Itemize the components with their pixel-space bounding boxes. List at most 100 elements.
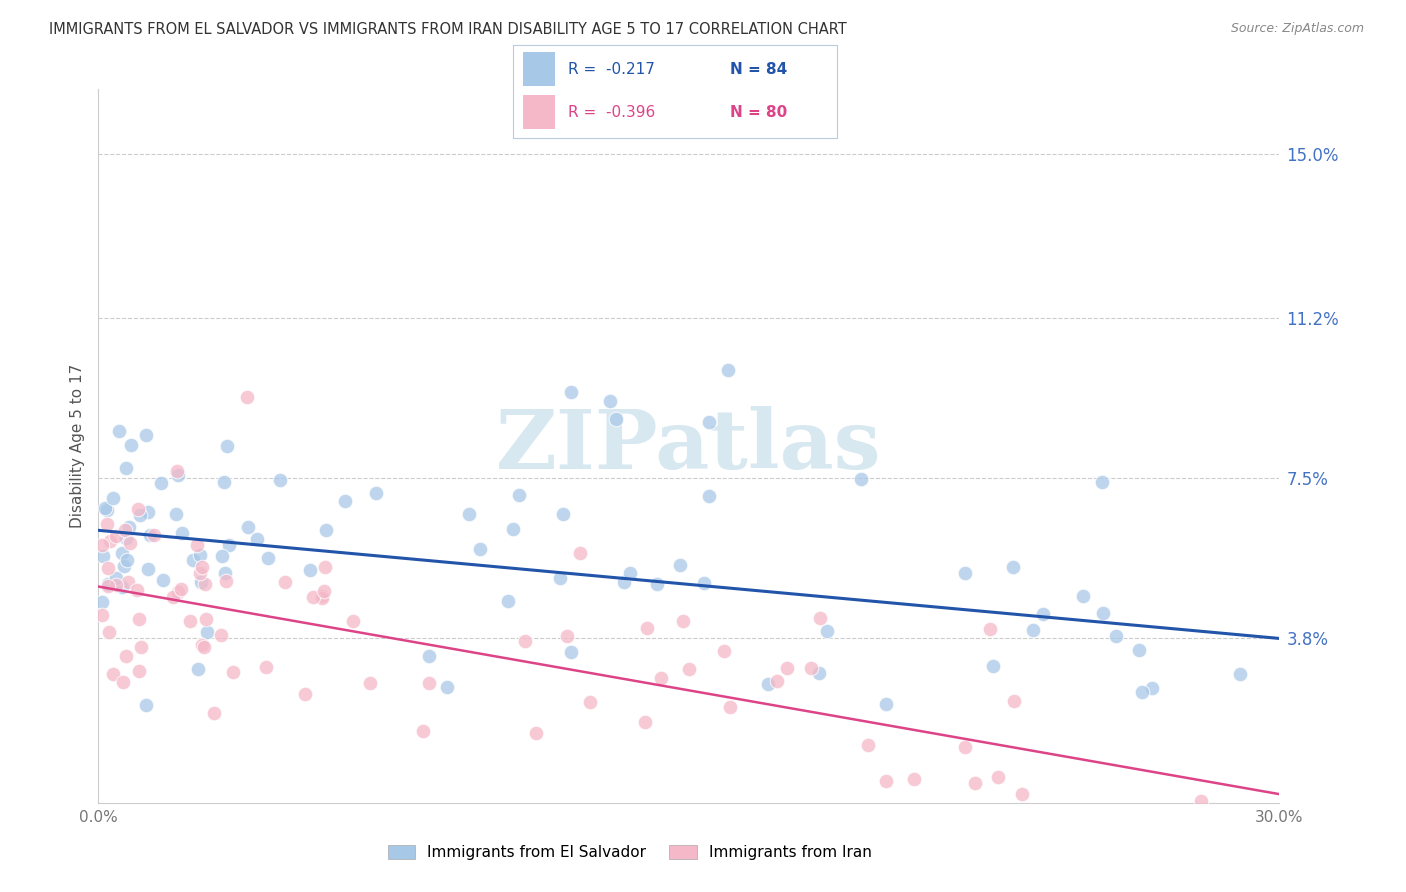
Point	[496, 594, 519, 608]
Point	[139, 528, 162, 542]
Point	[713, 644, 735, 658]
Point	[299, 562, 322, 576]
Point	[1091, 606, 1114, 620]
Point	[115, 460, 138, 475]
Point	[202, 706, 225, 720]
Point	[101, 491, 124, 506]
Point	[167, 467, 190, 482]
Point	[551, 508, 574, 522]
Point	[981, 659, 1004, 673]
Point	[129, 640, 152, 654]
Point	[678, 662, 700, 676]
Point	[965, 775, 987, 789]
Point	[179, 614, 201, 628]
Point	[257, 551, 280, 566]
Point	[188, 548, 211, 562]
Point	[96, 502, 118, 516]
Point	[548, 571, 571, 585]
Point	[97, 561, 120, 575]
Point	[118, 536, 141, 550]
Point	[222, 665, 245, 679]
Point	[1105, 629, 1128, 643]
Point	[418, 676, 440, 690]
Point	[560, 384, 582, 399]
Point	[138, 562, 160, 576]
Point	[311, 589, 333, 603]
Point	[96, 517, 118, 532]
Point	[1130, 685, 1153, 699]
Point	[104, 529, 127, 543]
Point	[418, 649, 440, 664]
Point	[112, 559, 135, 574]
Point	[91, 607, 114, 622]
Point	[217, 440, 239, 454]
Point	[170, 582, 193, 597]
Point	[254, 659, 277, 673]
Legend: Immigrants from El Salvador, Immigrants from Iran: Immigrants from El Salvador, Immigrants …	[381, 839, 879, 866]
Point	[605, 412, 627, 426]
Point	[127, 501, 149, 516]
Point	[115, 553, 138, 567]
Point	[903, 772, 925, 786]
Text: ZIPatlas: ZIPatlas	[496, 406, 882, 486]
Point	[187, 662, 209, 676]
Point	[693, 576, 716, 591]
Point	[1032, 817, 1054, 831]
Point	[273, 575, 295, 590]
Text: R =  -0.396: R = -0.396	[568, 105, 655, 120]
Point	[193, 640, 215, 654]
Point	[314, 559, 336, 574]
Point	[436, 681, 458, 695]
Point	[599, 393, 621, 408]
Point	[269, 474, 291, 488]
Point	[555, 629, 578, 643]
Point	[91, 595, 114, 609]
FancyBboxPatch shape	[523, 52, 555, 86]
Point	[697, 489, 720, 503]
Point	[765, 674, 787, 689]
Point	[104, 578, 127, 592]
Point	[858, 738, 880, 752]
Point	[875, 774, 897, 789]
Text: N = 80: N = 80	[730, 105, 787, 120]
Point	[194, 577, 217, 591]
Point	[166, 464, 188, 478]
Point	[808, 611, 831, 625]
Point	[1011, 787, 1033, 801]
Point	[987, 770, 1010, 784]
Point	[246, 532, 269, 546]
FancyBboxPatch shape	[523, 95, 555, 129]
Point	[718, 700, 741, 714]
Point	[636, 621, 658, 635]
Point	[115, 531, 138, 545]
Point	[364, 486, 387, 500]
Point	[211, 549, 233, 563]
Point	[1189, 793, 1212, 807]
Point	[294, 687, 316, 701]
Point	[311, 591, 333, 606]
Y-axis label: Disability Age 5 to 17: Disability Age 5 to 17	[69, 364, 84, 528]
Point	[634, 715, 657, 730]
Point	[97, 576, 120, 591]
Point	[215, 574, 238, 588]
Point	[190, 574, 212, 589]
Point	[953, 566, 976, 581]
Point	[181, 553, 204, 567]
Point	[524, 726, 547, 740]
Point	[194, 612, 217, 626]
Point	[191, 559, 214, 574]
Point	[197, 625, 219, 640]
Point	[875, 698, 897, 712]
Point	[236, 520, 259, 534]
Point	[1032, 607, 1054, 621]
Point	[190, 639, 212, 653]
Point	[91, 549, 114, 564]
Point	[1002, 560, 1025, 574]
Point	[672, 615, 695, 629]
Point	[808, 666, 831, 681]
Point	[128, 665, 150, 679]
Point	[412, 723, 434, 738]
Point	[150, 475, 173, 490]
Point	[128, 508, 150, 522]
Point	[236, 390, 259, 404]
